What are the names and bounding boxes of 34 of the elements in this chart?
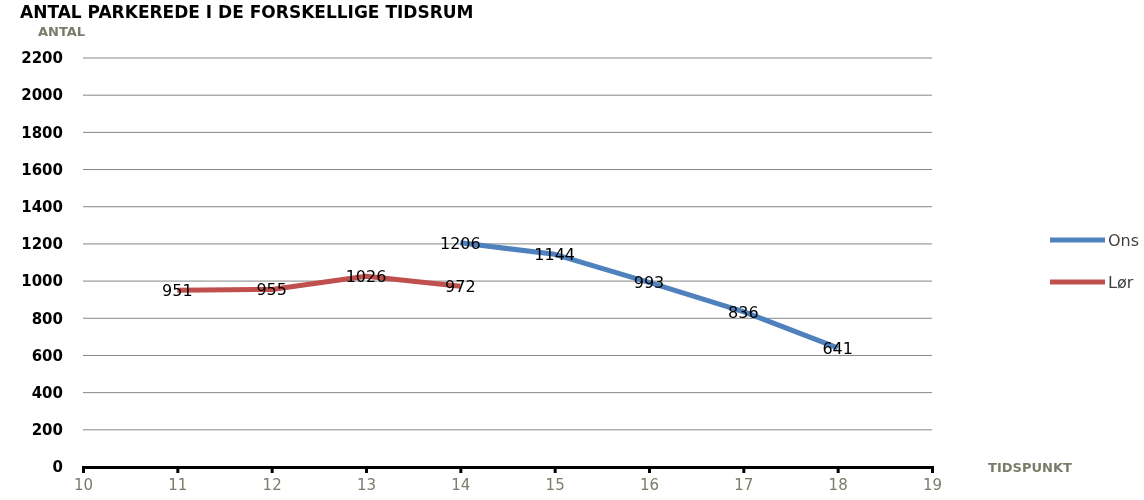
y-tick-label: 1600 [21,160,63,179]
x-tick-label: 13 [356,475,377,494]
legend-label: Lør [1108,273,1134,292]
y-tick-label: 600 [31,346,63,365]
data-label: 836 [728,302,759,322]
y-axis-title: ANTAL [38,24,86,39]
y-tick-label: 2000 [21,86,63,105]
data-label: 951 [162,281,193,301]
data-label: 641 [822,338,853,358]
legend-label: Ons [1108,231,1140,250]
x-tick-label: 12 [262,475,282,494]
y-tick-label: 400 [31,383,63,402]
x-tick-label: 14 [451,475,471,494]
x-tick-label: 18 [828,475,848,494]
x-tick-label: 15 [545,475,565,494]
data-label: 1206 [439,233,481,253]
chart-title: ANTAL PARKEREDE I DE FORSKELLIGE TIDSRUM [20,2,474,22]
y-tick-label: 0 [52,458,63,477]
y-tick-label: 1200 [21,235,63,254]
x-tick-label: 19 [922,475,943,494]
x-axis-title: TIDSPUNKT [988,460,1073,475]
x-tick-label: 11 [168,475,188,494]
data-label: 1144 [534,245,576,265]
y-tick-label: 2200 [21,49,63,68]
y-tick-label: 200 [31,421,63,440]
y-tick-label: 800 [31,309,63,328]
x-tick-label: 16 [639,475,660,494]
y-tick-label: 1800 [21,123,63,142]
data-label: 993 [633,273,665,293]
y-tick-label: 1400 [21,198,63,217]
data-label: 972 [445,277,476,297]
x-tick-label: 10 [73,475,94,494]
x-tick-label: 17 [734,475,754,494]
y-tick-label: 1000 [21,272,63,291]
